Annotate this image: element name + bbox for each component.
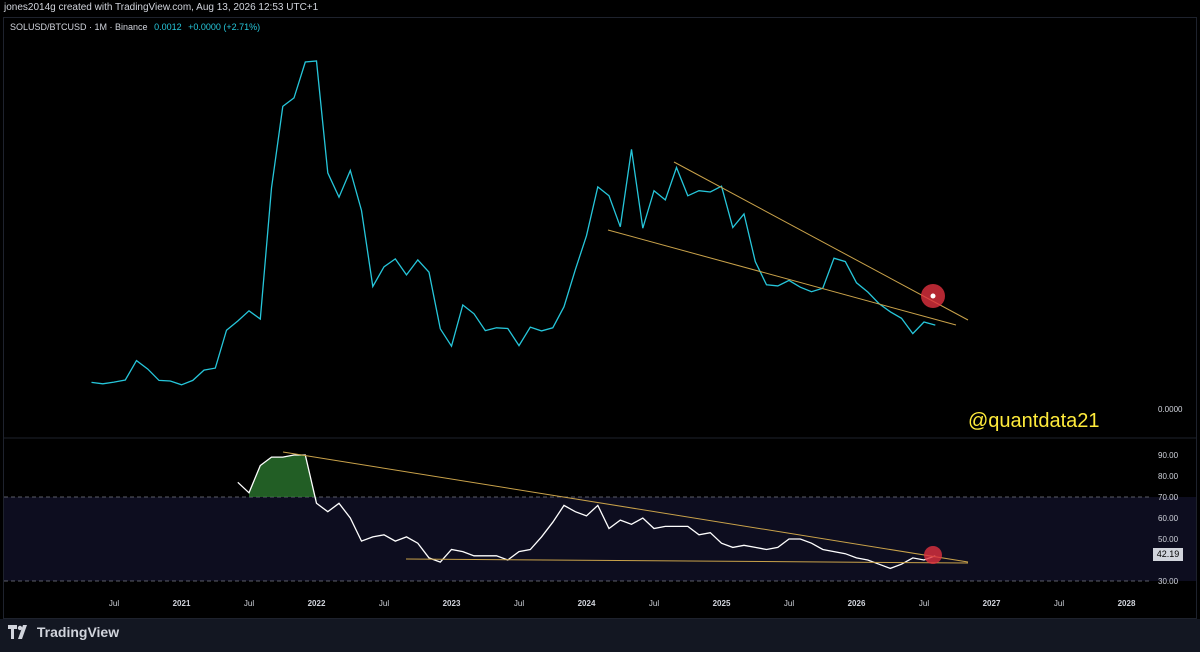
time-axis-label: Jul xyxy=(379,599,389,608)
last-price-value: 0.0012 xyxy=(154,22,182,32)
oscillator-last-value-badge: 42.19 xyxy=(1153,548,1183,561)
author-watermark: @quantdata21 xyxy=(968,410,1100,432)
symbol-label[interactable]: SOLUSD/BTCUSD · 1M · Binance xyxy=(10,22,148,32)
symbol-legend[interactable]: SOLUSD/BTCUSD · 1M · Binance 0.0012 +0.0… xyxy=(10,22,260,32)
time-axis-label: Jul xyxy=(1054,599,1064,608)
time-axis-label: Jul xyxy=(784,599,794,608)
time-axis-label: 2026 xyxy=(848,599,866,608)
overbought-fill xyxy=(249,455,317,504)
time-axis-label: Jul xyxy=(109,599,119,608)
price-axis-label: 0.0000 xyxy=(1158,405,1183,414)
osc-axis-label: 90.00 xyxy=(1158,451,1179,460)
time-axis-label: 2023 xyxy=(443,599,461,608)
brand[interactable]: TradingView xyxy=(8,624,119,642)
osc-axis-label: 30.00 xyxy=(1158,577,1179,586)
time-axis-label: 2027 xyxy=(983,599,1001,608)
price-last-point xyxy=(930,293,936,299)
chart-canvas[interactable]: 0.0000 90.00 80.00 70.00 60.00 50.00 30.00 Ju… xyxy=(0,0,1200,620)
time-axis-label: Jul xyxy=(919,599,929,608)
time-axis-label: Jul xyxy=(244,599,254,608)
time-axis-label: 2021 xyxy=(173,599,191,608)
osc-highlight-circle xyxy=(924,546,942,564)
time-axis-label: 2024 xyxy=(578,599,596,608)
price-series-line xyxy=(91,60,936,386)
price-pane: 0.0000 xyxy=(4,60,1196,439)
price-change-value: +0.0000 (+2.71%) xyxy=(188,22,261,32)
upper-trendline xyxy=(673,161,969,321)
footer-bar xyxy=(0,619,1200,652)
time-axis-label: 2022 xyxy=(308,599,326,608)
caption-text: jones2014g created with TradingView.com,… xyxy=(4,2,319,13)
osc-axis-label: 80.00 xyxy=(1158,472,1179,481)
brand-label: TradingView xyxy=(36,624,120,640)
osc-axis-label: 50.00 xyxy=(1158,535,1179,544)
lower-trendline xyxy=(607,229,957,326)
time-axis-label: Jul xyxy=(514,599,524,608)
osc-axis-label: 60.00 xyxy=(1158,514,1179,523)
time-axis-label: 2028 xyxy=(1118,599,1136,608)
time-axis-label: 2025 xyxy=(713,599,731,608)
caption-bar: jones2014g created with TradingView.com,… xyxy=(0,0,1200,16)
tradingview-logo-icon xyxy=(8,624,30,642)
time-axis: Jul 2021 Jul 2022 Jul 2023 Jul 2024 Jul 2025 Jul 20… xyxy=(109,599,1136,608)
oscillator-pane: 90.00 80.00 70.00 60.00 50.00 30.00 xyxy=(4,451,1196,586)
osc-upper-trendline xyxy=(282,451,969,563)
osc-axis-label: 70.00 xyxy=(1158,493,1179,502)
time-axis-label: Jul xyxy=(649,599,659,608)
osc-lower-trendline xyxy=(405,558,969,564)
